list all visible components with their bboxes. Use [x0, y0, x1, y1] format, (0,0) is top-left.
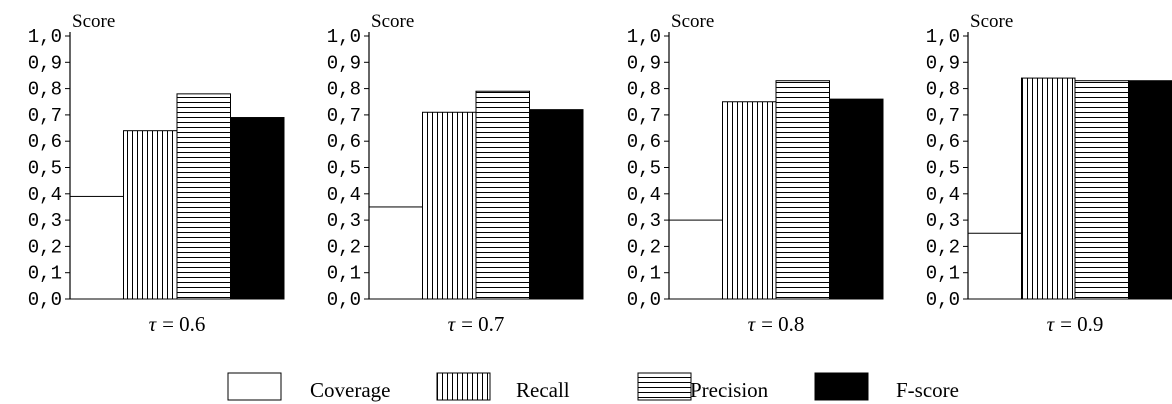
chart-panel-1: 0,0 0,1 0,2 0,3 0,4 0,5 0,6 0,7 0,8 0,9 1,0 Score τ =…: [28, 11, 285, 336]
y-tick-label: 0,8: [627, 79, 661, 101]
y-tick-label: 0,5: [627, 158, 661, 180]
bar-recall: [1021, 77, 1076, 300]
y-tick-label: 0,7: [627, 105, 661, 127]
y-tick-label: 0,3: [327, 210, 361, 232]
bar-precision: [1074, 80, 1129, 300]
y-tick-label: 0,4: [627, 184, 661, 206]
chart-panel-2: 0,0 0,1 0,2 0,3 0,4 0,5 0,6 0,7 0,8 0,9 1,0 Score τ =…: [327, 11, 584, 336]
x-axis-label: τ = 0.6: [149, 312, 206, 336]
y-tick-label: 0,9: [327, 52, 361, 74]
chart-panel-3: 0,0 0,1 0,2 0,3 0,4 0,5 0,6 0,7 0,8 0,9 1,0 Score τ =…: [627, 11, 884, 336]
legend-item-fscore: F-score: [814, 372, 959, 402]
bar-precision: [176, 93, 231, 300]
legend-swatch: [637, 372, 692, 401]
bar-recall: [422, 111, 477, 300]
y-tick-label: 1,0: [28, 26, 62, 48]
legend-swatch: [227, 372, 282, 401]
bar-fscore: [230, 117, 285, 300]
y-tick-label: 0,2: [627, 236, 661, 258]
legend-item-coverage: Coverage: [227, 372, 390, 402]
y-tick-label: 0,0: [627, 289, 661, 311]
bar-coverage: [368, 206, 423, 300]
y-tick-label: 0,1: [627, 263, 661, 285]
bar-recall: [123, 130, 178, 300]
y-tick-label: 0,2: [926, 236, 960, 258]
y-tick-label: 0,8: [28, 79, 62, 101]
y-tick-label: 0,4: [28, 184, 62, 206]
chart-legend: Coverage Recall Precision F-score: [227, 372, 959, 402]
y-tick-label: 0,0: [926, 289, 960, 311]
y-tick-label: 0,0: [327, 289, 361, 311]
legend-item-precision: Precision: [637, 372, 769, 402]
legend-swatch: [814, 372, 869, 401]
y-tick-label: 0,6: [926, 131, 960, 153]
y-tick-label: 0,4: [926, 184, 960, 206]
bar-coverage: [967, 232, 1022, 300]
chart-panel-4: 0,0 0,1 0,2 0,3 0,4 0,5 0,6 0,7 0,8 0,9 1,0 Score τ =…: [926, 11, 1172, 336]
y-tick-label: 0,3: [28, 210, 62, 232]
legend-label: Recall: [516, 378, 570, 402]
y-tick-label: 0,6: [627, 131, 661, 153]
x-axis-label: τ = 0.8: [748, 312, 805, 336]
legend-item-recall: Recall: [436, 372, 570, 402]
y-tick-label: 0,5: [926, 158, 960, 180]
y-tick-label: 0,7: [327, 105, 361, 127]
y-tick-label: 0,8: [926, 79, 960, 101]
y-tick-label: 0,2: [28, 236, 62, 258]
bar-precision: [475, 90, 530, 300]
y-axis-label: Score: [671, 11, 714, 32]
y-tick-label: 0,1: [327, 263, 361, 285]
y-tick-label: 0,9: [627, 52, 661, 74]
y-tick-label: 0,1: [926, 263, 960, 285]
y-tick-label: 0,4: [327, 184, 361, 206]
legend-label: F-score: [896, 378, 959, 402]
bar-fscore: [1128, 80, 1172, 300]
y-tick-label: 0,8: [327, 79, 361, 101]
y-tick-label: 1,0: [327, 26, 361, 48]
y-tick-label: 0,2: [327, 236, 361, 258]
bar-fscore: [829, 98, 884, 300]
y-axis-label: Score: [970, 11, 1013, 32]
legend-label: Precision: [690, 378, 769, 402]
legend-label: Coverage: [310, 378, 390, 402]
y-tick-label: 0,3: [627, 210, 661, 232]
x-axis-label: τ = 0.9: [1047, 312, 1104, 336]
y-tick-label: 0,7: [28, 105, 62, 127]
y-tick-label: 0,6: [327, 131, 361, 153]
y-tick-label: 0,6: [28, 131, 62, 153]
y-tick-label: 1,0: [627, 26, 661, 48]
x-axis-label: τ = 0.7: [448, 312, 505, 336]
y-tick-label: 0,7: [926, 105, 960, 127]
y-axis-label: Score: [371, 11, 414, 32]
y-tick-label: 1,0: [926, 26, 960, 48]
y-tick-label: 0,5: [28, 158, 62, 180]
y-tick-label: 0,9: [926, 52, 960, 74]
y-tick-label: 0,5: [327, 158, 361, 180]
bar-recall: [722, 101, 777, 300]
bar-fscore: [529, 109, 584, 300]
legend-swatch: [436, 372, 491, 401]
bar-coverage: [69, 195, 124, 300]
y-axis-label: Score: [72, 11, 115, 32]
y-tick-label: 0,0: [28, 289, 62, 311]
y-tick-label: 0,3: [926, 210, 960, 232]
bar-coverage: [668, 219, 723, 300]
y-tick-label: 0,9: [28, 52, 62, 74]
bar-precision: [775, 80, 830, 300]
y-tick-label: 0,1: [28, 263, 62, 285]
